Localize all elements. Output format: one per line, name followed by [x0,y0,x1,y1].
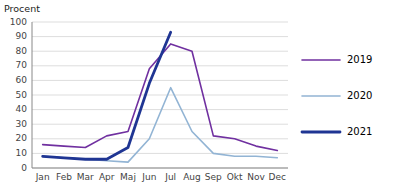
grid-line [32,22,288,23]
x-tick-label: Jan [35,172,50,182]
y-tick-label: 30 [16,119,28,129]
legend-label: 2021 [347,126,372,137]
x-tick-label: Dec [269,172,286,182]
legend-label: 2019 [347,54,372,65]
y-tick-label: 90 [16,31,28,41]
y-tick-label: 60 [16,75,28,85]
y-axis [32,22,33,168]
grid-line [32,124,288,125]
series-line [43,88,278,162]
legend-swatch [302,131,340,134]
plot-area [43,32,278,162]
chart: 0 10 20 30 40 50 60 70 80 90 100 Jan Feb Mar Apr Maj Jun… [0,0,405,191]
x-axis [32,168,288,169]
grid-line [32,65,288,66]
grid-line [32,153,288,154]
grid-line [32,36,288,37]
x-tick-label: Feb [56,172,72,182]
y-tick-label: 50 [16,90,28,100]
y-tick-label: 80 [16,46,28,56]
y-tick-label: 0 [21,163,27,173]
y-axis-label: Procent [4,3,40,14]
x-tick-label: Jun [141,172,156,182]
grid-line [32,80,288,81]
x-tick-label: Nov [247,172,265,182]
y-tick-label: 40 [16,104,28,114]
y-tick-label: 10 [16,148,28,158]
legend-swatch [302,59,340,61]
grid-line [32,138,288,139]
x-tick-label: Apr [99,172,115,182]
x-tick-label: Jul [164,172,176,182]
grid-line [32,109,288,110]
grid-line [32,51,288,52]
y-tick-label: 100 [10,17,27,27]
y-tick-label: 20 [16,133,28,143]
legend-label: 2020 [347,90,372,101]
legend-swatch [302,95,340,97]
x-tick-label: Okt [227,172,243,182]
x-tick-label: Mar [77,172,94,182]
grid-line [32,95,288,96]
grid-line [32,168,288,169]
x-tick-label: Aug [183,172,201,182]
series-line [43,32,171,159]
y-tick-label: 70 [16,60,28,70]
x-tick-label: Maj [120,172,136,182]
x-tick-label: Sep [205,172,222,182]
